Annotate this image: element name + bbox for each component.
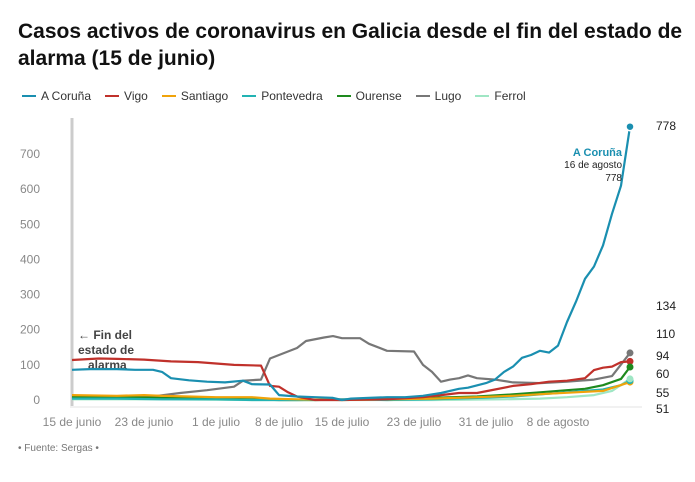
chart-legend: A Coruña Vigo Santiago Pontevedra Ourense Lug… <box>22 88 540 104</box>
x-tick-label: 23 de julio <box>387 415 442 429</box>
y-tick-label: 200 <box>20 323 40 337</box>
chart-title: Casos activos de coronavirus en Galicia … <box>18 20 683 70</box>
legend-item-lugo: Lugo <box>415 89 462 103</box>
callout-value: 778 <box>605 173 622 184</box>
y-tick-label: 100 <box>20 358 40 372</box>
legend-label: Lugo <box>434 89 462 103</box>
line-chart: 0 100 200 300 400 500 600 700 15 de junio 23 de j… <box>20 118 676 429</box>
legend-item-a-coruna: A Coruña <box>22 89 91 103</box>
series-line-lugo <box>72 335 631 399</box>
y-tick-label: 300 <box>20 288 40 302</box>
series-line-a-coruna <box>71 126 632 402</box>
end-label: 55 <box>656 386 670 400</box>
series-line-vigo <box>71 357 631 402</box>
end-label: 51 <box>656 402 670 416</box>
end-point-lugo <box>626 349 634 357</box>
legend-item-ferrol: Ferrol <box>475 89 526 103</box>
legend-swatch <box>415 95 430 97</box>
legend-swatch <box>242 95 257 97</box>
x-tick-label: 8 de julio <box>255 415 303 429</box>
legend-swatch <box>161 95 176 97</box>
end-label: 778 <box>656 119 676 133</box>
x-tick-label: 1 de julio <box>192 415 240 429</box>
x-tick-label: 15 de julio <box>315 415 370 429</box>
callout-name: A Coruña <box>573 147 623 159</box>
end-label: 110 <box>656 327 675 341</box>
legend-item-pontevedra: Pontevedra <box>242 89 323 103</box>
end-label: 60 <box>656 367 670 381</box>
legend-label: Pontevedra <box>261 89 323 103</box>
end-label: 134 <box>656 299 676 313</box>
legend-item-santiago: Santiago <box>161 89 229 103</box>
y-tick-label: 400 <box>20 252 40 266</box>
legend-label: Ourense <box>355 89 402 103</box>
y-tick-label: 500 <box>20 217 40 231</box>
legend-item-ourense: Ourense <box>336 89 402 103</box>
x-tick-label: 8 de agosto <box>527 415 590 429</box>
x-tick-label: 15 de junio <box>43 415 102 429</box>
y-tick-label: 0 <box>33 393 40 407</box>
end-label: 94 <box>656 349 670 363</box>
legend-label: A Coruña <box>41 89 92 103</box>
end-point-a-coruna <box>625 121 635 132</box>
legend-swatch <box>105 95 120 97</box>
legend-swatch <box>475 95 490 97</box>
annotation-text: ← Fin del <box>78 328 132 342</box>
legend-label: Ferrol <box>494 89 526 103</box>
end-point-ourense <box>626 363 634 371</box>
callout-date: 16 de agosto <box>564 160 622 171</box>
legend-swatch <box>336 95 351 97</box>
legend-label: Santiago <box>180 89 229 103</box>
end-point-vigo <box>626 357 634 365</box>
y-tick-label: 600 <box>20 182 40 196</box>
annotation-text: estado de <box>78 343 134 357</box>
end-point-ferrol <box>626 375 634 383</box>
source-note: • Fuente: Sergas • <box>18 443 99 454</box>
x-tick-label: 31 de julio <box>459 415 514 429</box>
y-tick-label: 700 <box>20 147 40 161</box>
legend-label: Vigo <box>124 89 148 103</box>
legend-swatch <box>22 95 36 97</box>
legend-item-vigo: Vigo <box>105 89 148 103</box>
x-tick-label: 23 de junio <box>115 415 174 429</box>
